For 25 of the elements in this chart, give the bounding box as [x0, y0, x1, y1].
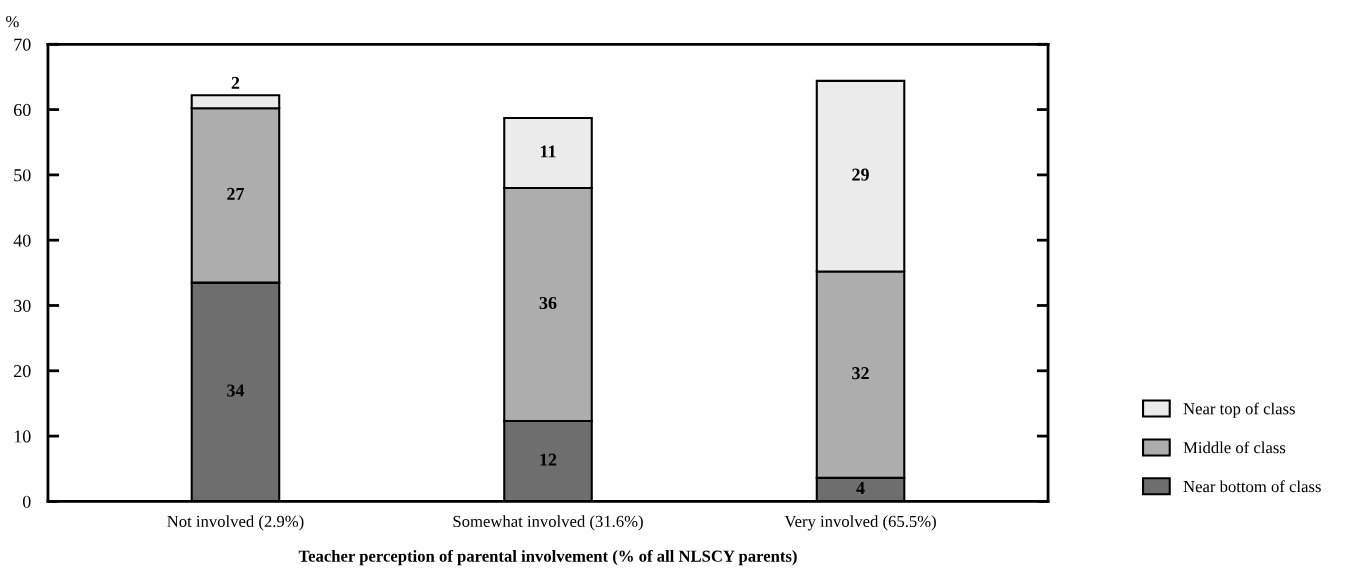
- data-label: 4: [856, 482, 865, 494]
- y-tick-label: 10: [14, 430, 31, 443]
- y-tick-label: 40: [13, 234, 31, 247]
- y-tick-label: 60: [14, 103, 31, 117]
- legend-label: Middle of class: [1183, 441, 1286, 454]
- data-label: 29: [852, 168, 869, 181]
- y-tick-label: 20: [14, 365, 31, 378]
- x-tick-label: Not involved (2.9%): [167, 515, 304, 531]
- data-label: 36: [539, 296, 557, 310]
- y-tick-label: 30: [14, 299, 31, 312]
- y-axis-title: %: [6, 15, 19, 28]
- data-label: 2: [231, 76, 240, 89]
- data-label: 27: [227, 187, 245, 200]
- data-label: 34: [227, 384, 245, 397]
- legend-label: Near top of class: [1183, 402, 1295, 418]
- legend-label: Near bottom of class: [1183, 480, 1321, 493]
- y-tick-label: 70: [14, 38, 31, 51]
- data-label: 11: [540, 145, 556, 158]
- data-label: 12: [540, 453, 557, 466]
- data-label: 32: [852, 367, 869, 380]
- x-axis-title: Teacher perception of parental involvement (% of all NLSCY parents): [298, 549, 797, 566]
- x-tick-label: Very involved (65.5%): [784, 515, 936, 531]
- y-tick-label: 0: [22, 495, 31, 508]
- y-tick-label: 50: [14, 169, 31, 182]
- x-tick-label: Somewhat involved (31.6%): [453, 515, 643, 531]
